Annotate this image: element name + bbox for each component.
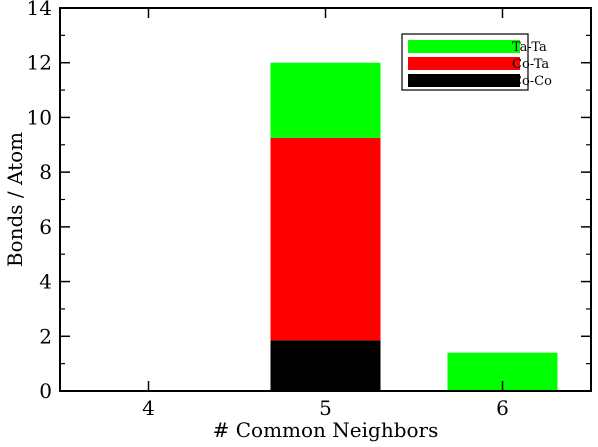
bars-layer (270, 62, 558, 391)
bar-ta-ta-5 (270, 62, 381, 138)
legend: Ta-Ta Co-Ta Co-Co (401, 33, 552, 91)
y-tick-label: 14 (27, 0, 52, 20)
legend-label-co-co: Co-Co (512, 74, 552, 89)
y-axis-title: Bonds / Atom (3, 132, 27, 267)
y-tick-label: 12 (27, 51, 52, 75)
legend-label-ta-ta: Ta-Ta (512, 40, 547, 55)
x-axis-title: # Common Neighbors (213, 418, 439, 442)
y-tick-label: 0 (39, 379, 52, 403)
y-tick-label: 4 (39, 270, 52, 294)
y-tick-label: 2 (39, 324, 52, 348)
x-tick-label: 4 (142, 396, 155, 420)
legend-label-co-ta: Co-Ta (512, 57, 549, 72)
legend-swatch-co-co (408, 74, 520, 87)
ticks-layer: 0 2 4 6 8 10 12 14 4 5 6 (27, 0, 591, 420)
x-tick-label: 6 (496, 396, 509, 420)
legend-swatch-co-ta (408, 57, 520, 70)
y-tick-label: 6 (39, 215, 52, 239)
x-tick-label: 5 (319, 396, 332, 420)
y-tick-label: 8 (39, 160, 52, 184)
bar-co-ta-5 (270, 137, 381, 341)
y-tick-label: 10 (27, 105, 52, 129)
legend-swatch-ta-ta (408, 40, 520, 53)
